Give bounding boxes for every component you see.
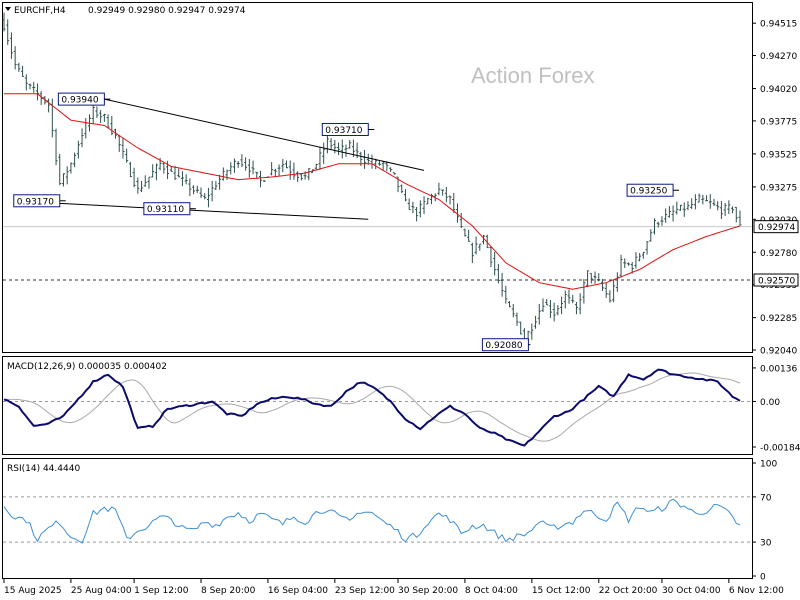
rsi-panel-frame xyxy=(2,458,753,579)
rsi-layer xyxy=(3,496,752,544)
macd-layer xyxy=(3,368,752,447)
price-annotation-label: 0.93250 xyxy=(630,187,667,197)
macd-line xyxy=(3,368,741,447)
time-axis-label: 15 Aug 2025 xyxy=(4,586,62,596)
macd-label: MACD(12,26,9) 0.000035 0.000402 xyxy=(7,362,167,372)
time-axis-label: 8 Oct 04:00 xyxy=(465,586,518,596)
time-axis-label: 23 Sep 12:00 xyxy=(335,586,395,596)
macd-panel-frame xyxy=(2,356,753,455)
macd-axis-label: -0.001847 xyxy=(760,443,800,453)
time-axis-label: 30 Oct 04:00 xyxy=(662,586,721,596)
time-axis-label: 22 Oct 20:00 xyxy=(599,586,658,596)
price-annotation-label: 0.93110 xyxy=(147,205,184,215)
price-annotation-label: 0.93940 xyxy=(61,96,98,106)
price-annotation-label: 0.93710 xyxy=(325,126,362,136)
price-axis-label: 0.94020 xyxy=(760,85,797,95)
time-axis-label: 6 Nov 12:00 xyxy=(729,586,784,596)
price-axis-label: 0.92040 xyxy=(760,347,797,357)
watermark: Action Forex xyxy=(471,63,595,88)
support-level-tag-box xyxy=(753,273,799,287)
trendline xyxy=(104,98,425,171)
rsi-axis-label: 70 xyxy=(760,493,772,503)
macd-signal-line xyxy=(4,372,741,442)
price-axis-label: 0.92285 xyxy=(760,314,797,324)
price-axis-label: 0.93525 xyxy=(760,150,797,160)
price-annotation-label: 0.92080 xyxy=(485,341,522,351)
time-axis-label: 8 Sep 20:00 xyxy=(201,586,256,596)
dropdown-triangle-icon[interactable] xyxy=(5,7,11,11)
rsi-axis-label: 30 xyxy=(760,539,772,549)
time-axis-label: 30 Sep 20:00 xyxy=(398,586,458,596)
time-axis-label: 16 Sep 04:00 xyxy=(268,586,328,596)
rsi-line xyxy=(3,498,741,544)
rsi-axis-label: 100 xyxy=(760,460,777,470)
price-axis-label: 0.92780 xyxy=(760,249,797,259)
trendline xyxy=(59,202,369,220)
time-axis-label: 25 Aug 04:00 xyxy=(71,586,132,596)
price-layer: 0.93940 0.93170 0.93110 0.93710 0.92080 0.932… xyxy=(2,12,752,352)
rsi-label: RSI(14) 44.4440 xyxy=(7,464,80,474)
axis-layer: 0.94515 0.94270 0.94020 0.93775 0.93525 0.932… xyxy=(3,20,800,596)
ohlc-readout: 0.92949 0.92980 0.92947 0.92974 xyxy=(88,6,246,16)
price-axis-label: 0.94270 xyxy=(760,52,797,62)
time-axis-label: 15 Oct 12:00 xyxy=(532,586,591,596)
symbol-timeframe: EURCHF,H4 xyxy=(14,6,66,16)
macd-axis-label: 0.00136 xyxy=(760,364,797,374)
rsi-axis-label: 0 xyxy=(760,573,766,583)
price-axis-label: 0.93775 xyxy=(760,117,797,127)
time-axis-label: 1 Sep 12:00 xyxy=(134,586,189,596)
current-price-tag: 0.92974 xyxy=(758,223,795,233)
main-panel-frame xyxy=(2,2,753,353)
macd-axis-label: 0.00 xyxy=(760,398,780,408)
price-annotation-label: 0.93170 xyxy=(17,197,54,207)
price-axis-label: 0.93275 xyxy=(760,183,797,193)
support-level-tag: 0.92570 xyxy=(758,277,795,287)
price-axis-label: 0.94515 xyxy=(760,20,797,30)
moving-average-line xyxy=(4,93,741,290)
price-annotation-box xyxy=(57,92,105,106)
current-price-tag-box xyxy=(753,220,799,234)
